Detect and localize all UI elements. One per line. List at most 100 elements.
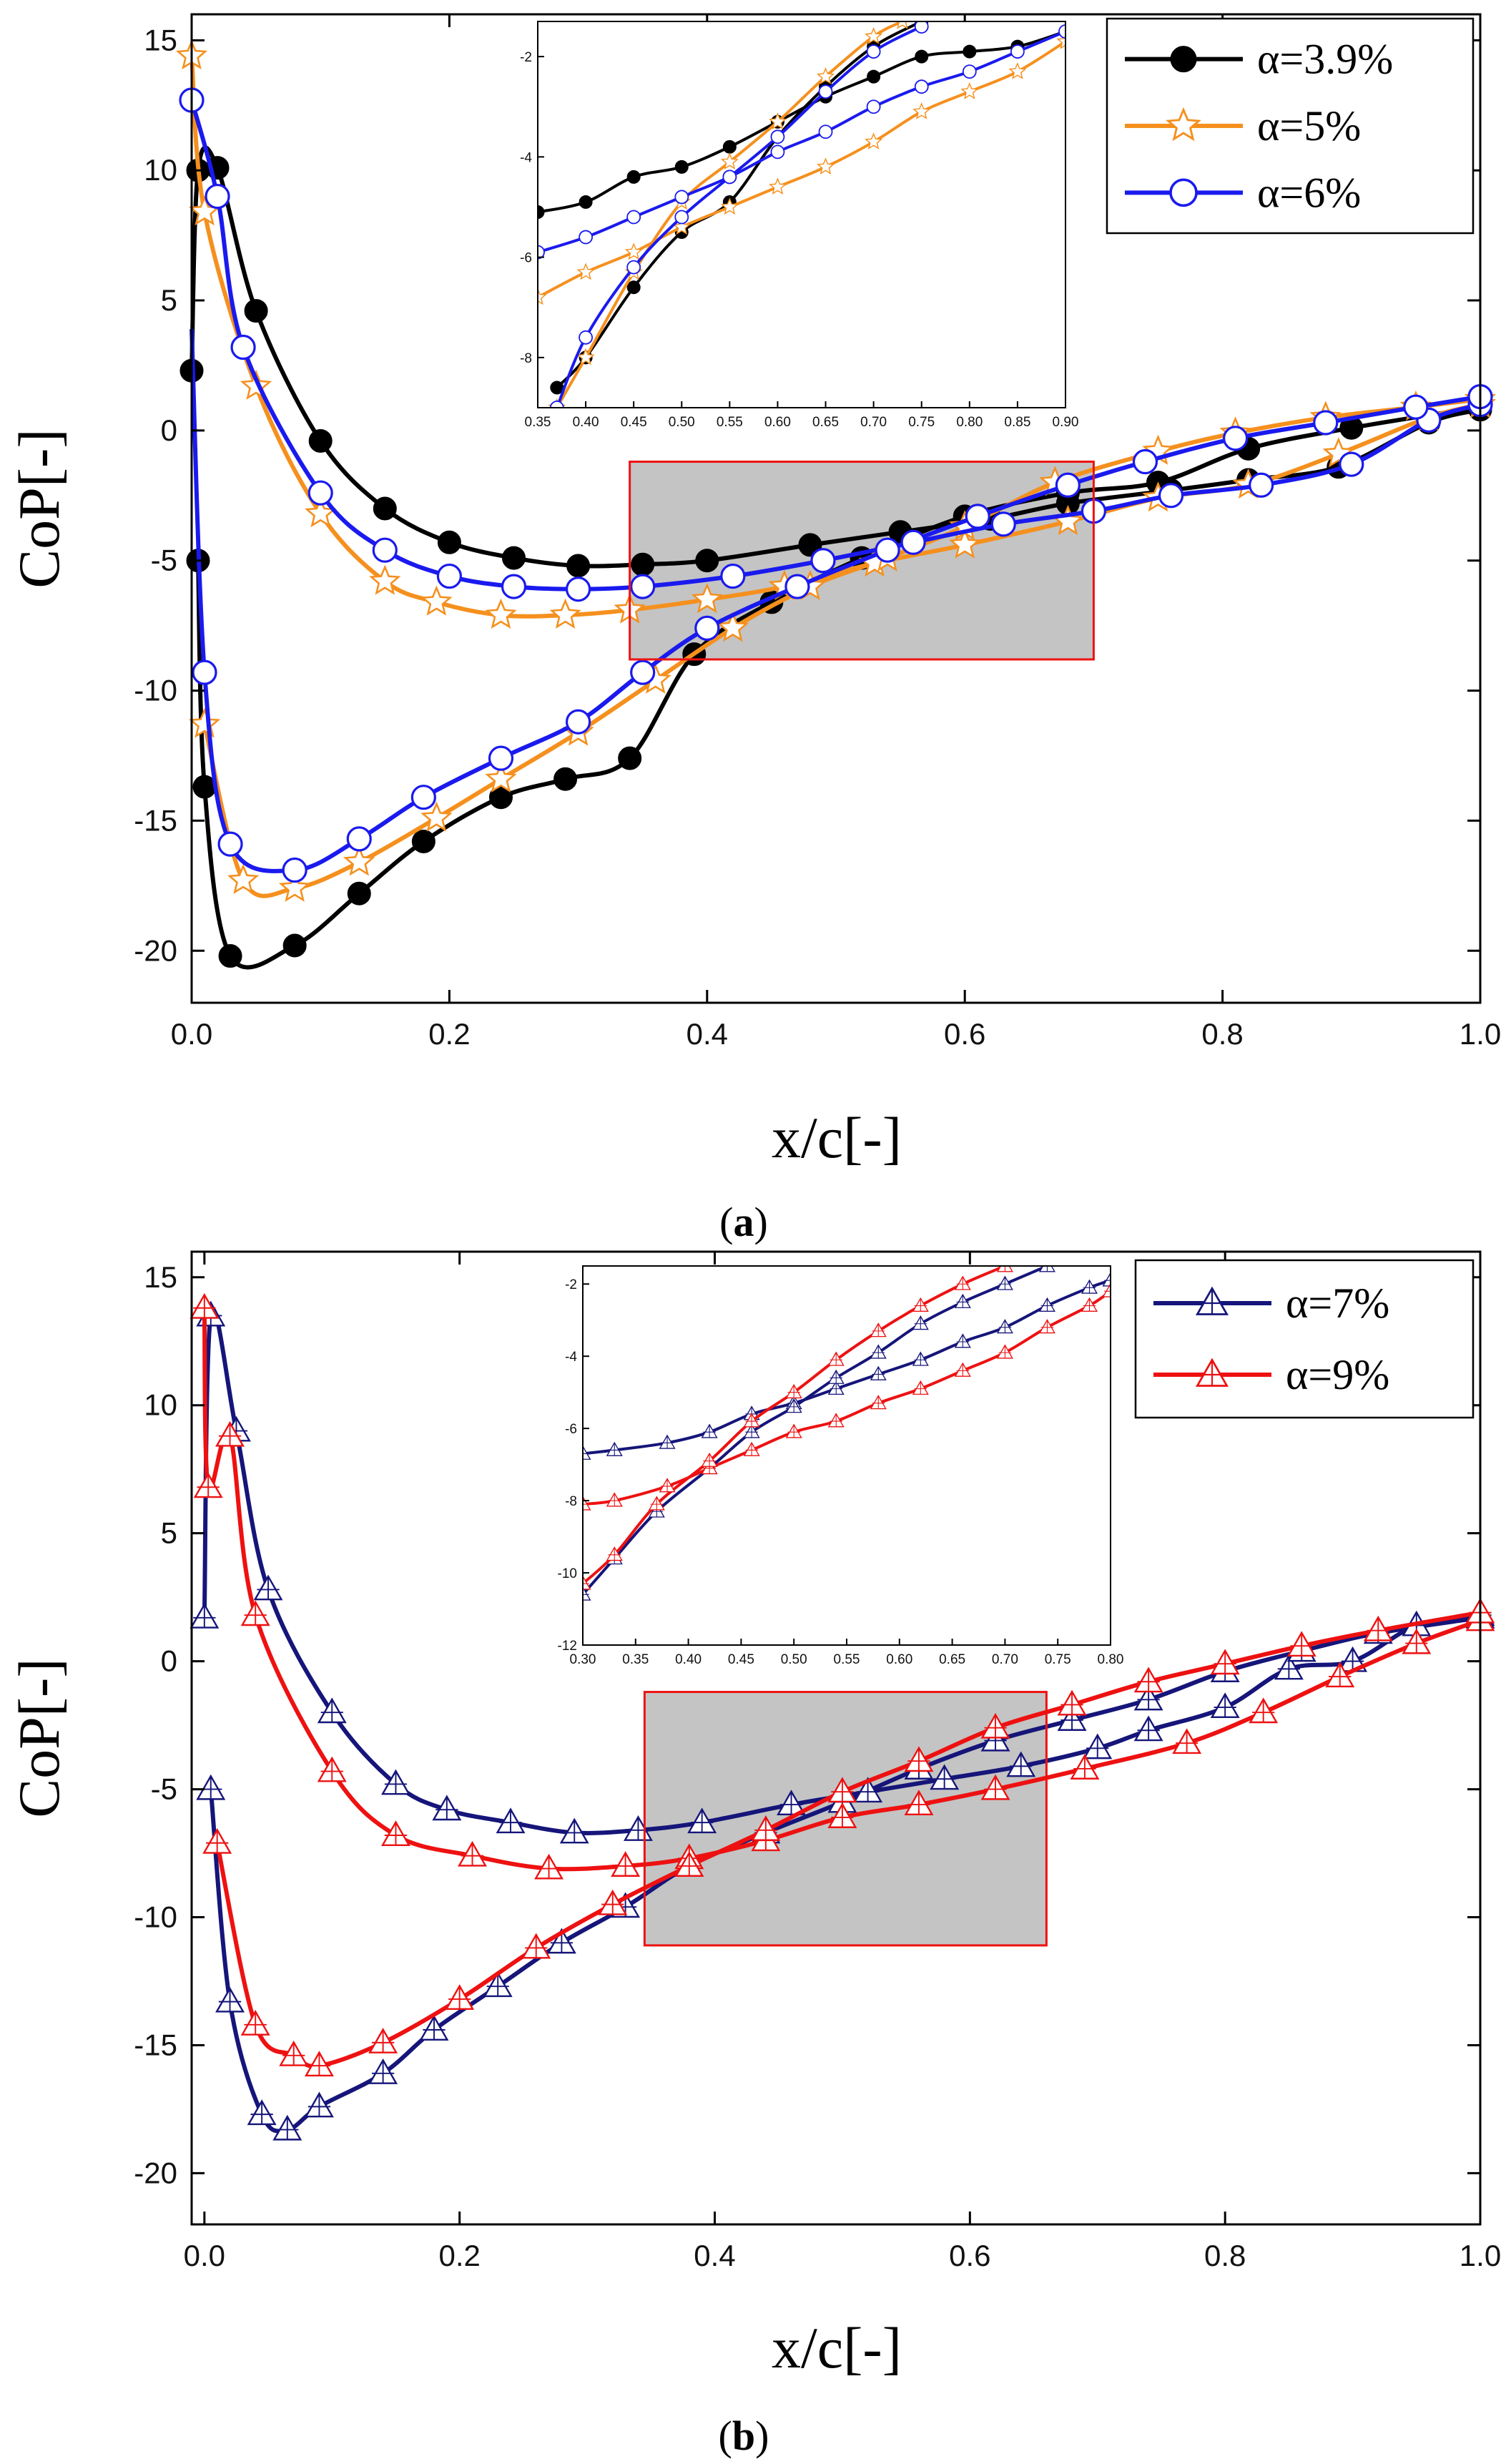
panel-a-inset-series-6-b-point-3 xyxy=(674,210,689,225)
panel-b-legend: α=7% α=9% xyxy=(1134,1259,1475,1419)
panel-a-plot xyxy=(175,39,1497,970)
panel-b-inset-y-tick-label-5: -2 xyxy=(565,1277,577,1292)
panel-b-y-tick-label-2: -10 xyxy=(134,1900,177,1934)
panel-a-inset-series-3-9-a-point-9 xyxy=(963,44,977,59)
panel-a-inset-series-6-a-point-3 xyxy=(674,190,689,205)
panel-a-inset-series-6-b-point-5 xyxy=(770,129,785,144)
panel-b-y-tick-label-3: -5 xyxy=(151,1772,177,1806)
panel-a-inset-series-6-a-point-10 xyxy=(1010,44,1025,59)
panel-a-series-5-lower-point-5 xyxy=(485,762,517,793)
panel-a-series-6-upper-point-3 xyxy=(307,480,333,506)
panel-a-inset-background xyxy=(538,21,1065,408)
panel-a-series-6-lower-point-15 xyxy=(1223,426,1249,451)
panel-b-inset-y-tick-label-1: -10 xyxy=(558,1566,577,1581)
panel-a-inset-series-6-a-point-6 xyxy=(818,124,833,139)
panel-a-legend: α=3.9% α=5% α=6% xyxy=(1106,17,1475,235)
panel-a-inset-x-tick-label-2: 0.45 xyxy=(621,415,647,430)
panel-a-series-6-upper-point-5 xyxy=(436,563,463,589)
panel-a-series-5-lower-point-4 xyxy=(420,801,453,832)
panel-a-inset-series-6-a-point-5 xyxy=(770,144,785,159)
panel-a-label-letter: a xyxy=(734,1199,754,1245)
panel-b-y-axis-title: CoP[-] xyxy=(6,1658,72,1817)
panel-b-inset-series-7-a-point-13 xyxy=(1102,1272,1111,1287)
panel-a-series-6-upper-point-16 xyxy=(1339,451,1364,477)
panel-b-y-tick-label-1: -15 xyxy=(134,2028,177,2061)
panel-b-inset-x-tick-label-5: 0.55 xyxy=(834,1652,860,1667)
panel-a-inset-x-tick-label-5: 0.60 xyxy=(764,415,791,430)
panel-a-inset-series-3-9-a-point-3 xyxy=(674,159,689,174)
panel-a-x-tick-label-0: 0.0 xyxy=(171,1017,212,1051)
panel-a-y-tick-label-2: -10 xyxy=(134,674,177,707)
panel-a-x-tick-label-5: 1.0 xyxy=(1460,1017,1501,1051)
panel-b-inset-y-tick-label-4: -4 xyxy=(565,1350,577,1365)
panel-a-inset-x-tick-label-6: 0.65 xyxy=(812,415,839,430)
panel-b-inset-x-tick-label-8: 0.70 xyxy=(992,1652,1018,1667)
panel-b-legend-9-label: α=9% xyxy=(1286,1351,1389,1398)
panel-a-inset-series-5-a-point-7 xyxy=(865,132,883,149)
panel-a-inset-series-3-9-a-point-8 xyxy=(915,49,929,64)
panel-a-inset: 0.35 0.40 0.45 0.50 0.55 0.60 0.65 0.70 0.75 0.80… xyxy=(520,21,1078,430)
panel-a-inset-x-tick-label-0: 0.35 xyxy=(525,415,551,430)
panel-a-inset-series-5-b-point-5 xyxy=(769,112,787,129)
panel-a-inset-series-6-a-point-9 xyxy=(962,64,977,79)
panel-a-legend-6-marker xyxy=(1169,178,1198,207)
panel-a-inset-series-5-b-line xyxy=(556,21,903,408)
panel-a-inset-series-5-a-point-6 xyxy=(816,157,835,175)
panel-a-series-3-9-upper-point-4 xyxy=(308,428,333,453)
panel-a-inset-series-6-a-point-11 xyxy=(1058,24,1065,39)
panel-a-series-6-upper-point-7 xyxy=(565,576,591,602)
panel-b-plot-frame xyxy=(190,1250,1482,2226)
panel-a-inset-series-5-b-point-7 xyxy=(865,26,883,44)
panel-a-inset-series-5-b-point-8 xyxy=(897,21,908,29)
panel-a-legend-6-label: α=6% xyxy=(1257,169,1361,216)
panel-b-label-open: ( xyxy=(719,2413,732,2459)
panel-a-inset-series-6-a-point-1 xyxy=(579,230,593,245)
panel-b-inset-series-9-a-point-13 xyxy=(1102,1282,1111,1297)
panel-a-series-5-lower-point-1 xyxy=(227,863,260,894)
panel-b-y-tick-label-4: 0 xyxy=(161,1644,177,1678)
panel-a-inset-series-6-a-point-7 xyxy=(866,99,881,114)
panel-a-series-3-9-upper-point-8 xyxy=(566,554,591,578)
panel-a-inset-series-5-b-point-4 xyxy=(720,152,739,170)
panel-a-inset-series-6-a-point-0 xyxy=(538,245,545,260)
panel-b-x-tick-label-5: 1.0 xyxy=(1460,2239,1501,2272)
panel-a-series-6-upper-point-1 xyxy=(205,183,230,210)
panel-a-plot-frame xyxy=(190,13,1482,1004)
panel-a-x-tick-label-3: 0.6 xyxy=(944,1017,985,1051)
panel-a-series-6-lower-point-3 xyxy=(282,857,307,883)
panel-a-series-6-upper-point-11 xyxy=(900,529,926,555)
panel-a-inset-frame xyxy=(537,21,1066,408)
panel-a: 0.0 0.2 0.4 0.6 0.8 1.0 -20 -15 -10 -5 0 5 10 15 x/c[… xyxy=(6,13,1501,1245)
panel-a-series-6-lower-point-10 xyxy=(784,574,810,599)
panel-a-series-6-upper-point-2 xyxy=(230,334,256,360)
panel-a-inset-series-6-b-point-6 xyxy=(818,84,833,99)
panel-a-inset-series-5-a-point-0 xyxy=(538,288,547,305)
panel-a-inset-series-6-b-point-1 xyxy=(579,330,593,345)
panel-a-series-6-lower-point-6 xyxy=(488,745,514,771)
panel-a-inset-x-tick-label-1: 0.40 xyxy=(573,415,599,430)
panel-a-series-5-lower-point-8 xyxy=(717,611,749,642)
panel-a-series-3-9-lower-point-8 xyxy=(618,746,642,770)
panel-b: 0.0 0.2 0.4 0.6 0.8 1.0 -20 -15 -10 -5 0 5 10 15 x/c[… xyxy=(6,1250,1501,2459)
panel-b-plot xyxy=(190,1292,1495,2141)
panel-a-series-6-upper-point-12 xyxy=(990,511,1016,537)
panel-a-inset-series-6-a-point-2 xyxy=(626,210,641,225)
panel-a-series-3-9-lower-point-5 xyxy=(411,830,435,854)
panel-a-series-6-upper-point-15 xyxy=(1249,472,1274,498)
panel-a-inset-y-tick-label-2: -4 xyxy=(520,150,532,165)
panel-a-inset-x-tick-label-9: 0.80 xyxy=(956,415,983,430)
panel-a-series-6-upper-point-14 xyxy=(1158,483,1184,509)
panel-a-series-5-upper-point-7 xyxy=(549,598,581,629)
panel-b-legend-7-label: α=7% xyxy=(1286,1280,1389,1327)
panel-a-inset-x-tick-label-8: 0.75 xyxy=(908,415,935,430)
panel-a-inset-x-tick-label-10: 0.85 xyxy=(1004,415,1030,430)
panel-a-series-5-lower-point-3 xyxy=(343,845,375,876)
panel-a-series-6-lower-point-4 xyxy=(346,826,372,852)
panel-a-series-6-lower-point-8 xyxy=(630,659,656,685)
panel-a-inset-series-3-9-a-point-0 xyxy=(538,205,545,219)
panel-b-inset-series xyxy=(583,1266,1111,1601)
panel-a-inset-series-3-9-a-point-4 xyxy=(722,139,737,154)
panel-a-series-5-upper-point-12 xyxy=(949,528,981,559)
panel-a-inset-x-tick-label-4: 0.55 xyxy=(717,415,743,430)
panel-b-inset-x-tick-label-6: 0.60 xyxy=(886,1652,912,1667)
